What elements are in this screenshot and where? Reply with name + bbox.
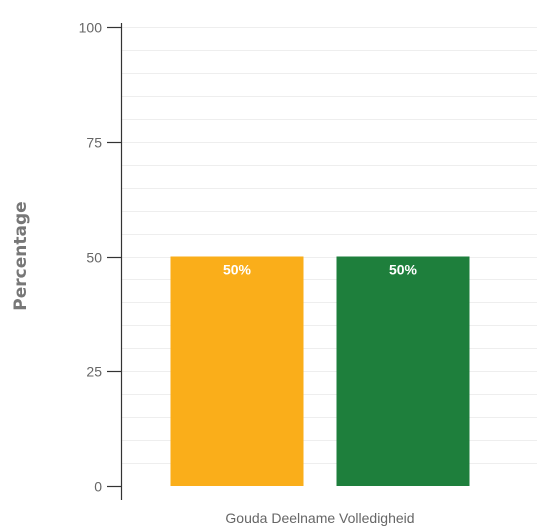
data-label: 50% (389, 262, 418, 278)
labels: 50% 50% Gouda Deelname Volledigheid 0 25 50 75… (79, 20, 418, 527)
y-tick-label: 0 (94, 479, 102, 495)
axes (107, 23, 123, 500)
bar-series-2 (336, 256, 470, 486)
x-category-label: Gouda Deelname Volledigheid (225, 510, 414, 526)
y-axis-label: Percentage (11, 201, 31, 310)
y-tick-label: 25 (86, 364, 102, 380)
y-tick-label: 100 (79, 20, 103, 36)
data-label: 50% (223, 262, 252, 278)
y-tick-label: 50 (86, 250, 102, 266)
bar-series-1 (170, 256, 304, 486)
bars (170, 256, 470, 486)
y-tick-label: 75 (86, 135, 102, 151)
